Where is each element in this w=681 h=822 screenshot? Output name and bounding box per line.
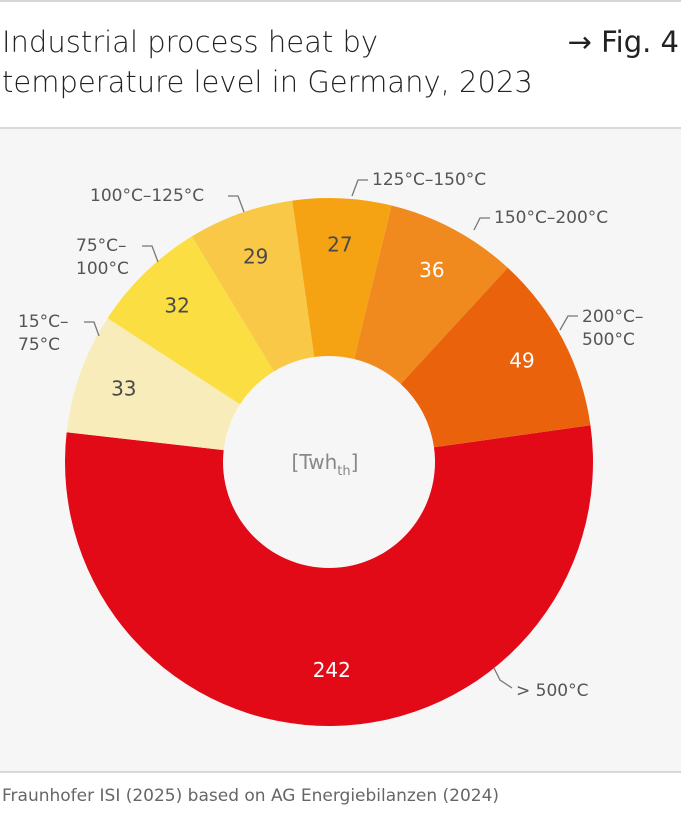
leader-line xyxy=(493,667,513,689)
donut-slice xyxy=(66,318,241,451)
figure-reference: → Fig. 4 xyxy=(567,25,679,59)
leader-line xyxy=(228,195,245,213)
donut-slice xyxy=(191,200,315,372)
title-line-1: Industrial process heat by xyxy=(2,25,379,59)
slice-value-label: 242 xyxy=(313,658,351,682)
slice-label-gt500: > 500°C xyxy=(516,681,589,701)
slice-label-200-500: 200°C– 500°C xyxy=(582,307,644,350)
leader-line xyxy=(84,321,100,337)
title-line-2: temperature level in Germany, 2023 xyxy=(2,65,533,99)
donut-slice xyxy=(65,425,594,726)
donut-slice xyxy=(107,236,274,405)
slice-value-label: 36 xyxy=(419,258,444,282)
slice-label-75-100: 75°C– 100°C xyxy=(76,236,129,279)
slice-value-label: 33 xyxy=(111,376,136,400)
slice-value-label: 49 xyxy=(509,349,534,373)
leader-line xyxy=(142,245,159,263)
slice-value-label: 32 xyxy=(164,294,189,318)
donut-slice xyxy=(400,267,591,448)
source-note: Fraunhofer ISI (2025) based on AG Energi… xyxy=(2,786,500,806)
donut-slice xyxy=(354,205,508,385)
top-rule xyxy=(0,0,681,2)
chart-title: Industrial process heat by temperature l… xyxy=(2,22,533,102)
slice-label-150-200: 150°C–200°C xyxy=(494,208,609,228)
donut-slice xyxy=(292,198,392,360)
leader-line xyxy=(559,315,578,331)
slice-value-label: 29 xyxy=(243,245,268,269)
leader-line xyxy=(351,179,368,197)
leader-line xyxy=(473,217,490,231)
slice-label-15-75: 15°C– 75°C xyxy=(18,312,69,355)
slice-value-label: 27 xyxy=(327,232,352,256)
unit-label: [Twhth] xyxy=(292,450,359,479)
leader-lines xyxy=(84,179,578,689)
slice-label-100-125: 100°C–125°C xyxy=(90,186,205,206)
slice-label-125-150: 125°C–150°C xyxy=(372,170,487,190)
